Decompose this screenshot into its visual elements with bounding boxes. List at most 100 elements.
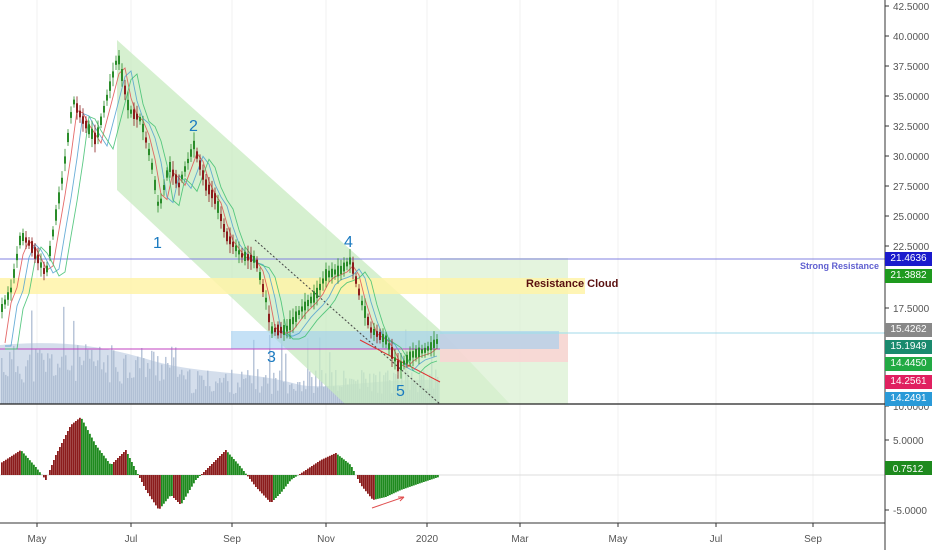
oscillator-bar — [203, 472, 205, 475]
volume-bar — [131, 377, 133, 404]
oscillator-bar — [343, 459, 345, 475]
oscillator-bar — [109, 463, 111, 475]
candle-body — [346, 261, 348, 267]
oscillator-bar — [377, 475, 379, 499]
oscillator-bar — [91, 437, 93, 475]
candle-body — [43, 268, 45, 274]
dashed-trendline — [254, 239, 441, 405]
candle-body — [250, 254, 252, 262]
volume-bar — [189, 369, 191, 404]
candle-body — [100, 116, 102, 125]
oscillator-bar — [59, 447, 61, 475]
candle-body — [46, 265, 48, 273]
oscillator-bar — [181, 475, 183, 504]
oscillator-bar — [185, 475, 187, 497]
oscillator-bar — [35, 467, 37, 475]
volume-bar — [53, 375, 55, 404]
candle-body — [319, 283, 321, 291]
volume-bar — [217, 383, 219, 404]
volume-bar — [163, 379, 165, 404]
oscillator-bar — [365, 475, 367, 492]
candle-body — [394, 357, 396, 362]
volume-bar — [103, 362, 105, 404]
candle-body — [175, 174, 177, 184]
price-label: 21.3882 — [885, 269, 932, 283]
oscillator-bar — [135, 470, 137, 475]
candle-body — [415, 348, 417, 358]
candle-body — [109, 81, 111, 91]
oscillator-bar — [271, 475, 273, 502]
oscillator-bar — [277, 475, 279, 496]
volume-bar — [101, 369, 103, 404]
time-tick-label: Sep — [804, 534, 822, 545]
volume-bar — [245, 378, 247, 404]
oscillator-bar — [427, 475, 429, 481]
oscillator-bar — [161, 475, 163, 507]
volume-bar — [215, 381, 217, 404]
volume-bar — [295, 390, 297, 404]
volume-bar — [221, 382, 223, 404]
oscillator-bar — [93, 441, 95, 475]
oscillator-bar — [319, 460, 321, 475]
moving-average-line — [5, 73, 438, 375]
candle-body — [217, 201, 219, 213]
candle-body — [349, 257, 351, 265]
volume-bar — [15, 372, 17, 404]
volume-bar — [19, 373, 21, 404]
oscillator-bar — [65, 435, 67, 475]
candle-body — [58, 192, 60, 204]
oscillator-bar — [227, 452, 229, 475]
volume-bar — [81, 365, 83, 404]
volume-bar — [167, 363, 169, 404]
volume-bar — [57, 363, 59, 404]
oscillator-bar — [215, 460, 217, 475]
oscillator-bar — [325, 457, 327, 475]
volume-bar — [11, 359, 13, 404]
oscillator-bar — [191, 475, 193, 487]
volume-bar — [71, 365, 73, 404]
volume-bar — [47, 353, 49, 404]
volume-bar — [175, 347, 177, 404]
price-label: 14.2491 — [885, 392, 932, 406]
candle-body — [205, 179, 207, 191]
oscillator-bar — [345, 461, 347, 475]
volume-bar — [61, 356, 63, 404]
oscillator-bar — [357, 475, 359, 479]
candle-body — [127, 99, 129, 111]
oscillator-bar — [367, 475, 369, 494]
volume-bar — [25, 366, 27, 404]
oscillator-bar — [23, 453, 25, 475]
volume-bar — [173, 357, 175, 404]
candle-body — [229, 236, 231, 245]
price-candles — [1, 50, 438, 379]
oscillator-bar — [349, 464, 351, 475]
candle-body — [142, 123, 144, 133]
oscillator-bar — [153, 475, 155, 503]
candle-body — [70, 112, 72, 118]
volume-bar — [311, 377, 313, 404]
candle-body — [37, 254, 39, 264]
volume-bar — [177, 376, 179, 404]
oscillator-bar — [39, 472, 41, 475]
volume-bar — [185, 379, 187, 404]
volume-bar — [235, 392, 237, 404]
oscillator-bar — [217, 458, 219, 475]
volume-bar — [209, 386, 211, 404]
candle-body — [121, 69, 123, 81]
oscillator-bar — [423, 475, 425, 482]
candle-body — [208, 184, 210, 195]
price-label: 14.2561 — [885, 375, 932, 389]
candle-body — [421, 349, 423, 354]
price-label: 14.4450 — [885, 357, 932, 371]
volume-bar — [139, 368, 141, 404]
candle-body — [88, 124, 90, 135]
candle-body — [133, 109, 135, 119]
volume-bar — [225, 373, 227, 404]
oscillator-bar — [29, 460, 31, 475]
candle-body — [124, 85, 126, 95]
volume-bar — [49, 358, 51, 404]
oscillator-bar — [239, 465, 241, 475]
oscillator-bar — [139, 475, 141, 478]
volume-bar — [297, 382, 299, 404]
